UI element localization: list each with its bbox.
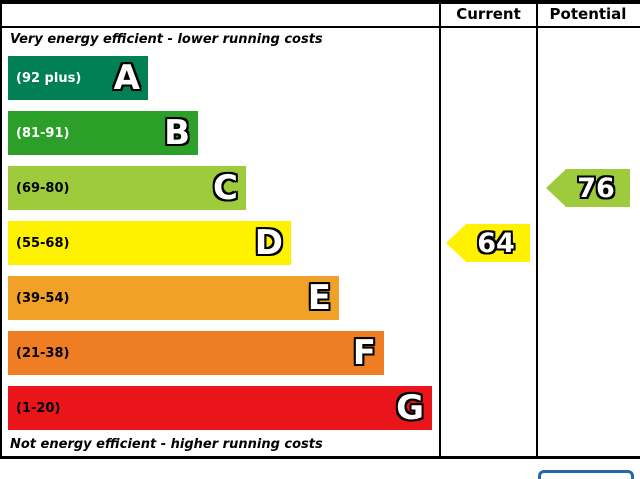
band-range: (81-91) xyxy=(16,125,70,141)
band-row-e: (39-54) E xyxy=(8,276,339,320)
band-letter: A xyxy=(113,58,140,98)
potential-value: 76 xyxy=(577,172,615,204)
left-border xyxy=(0,0,2,459)
band-range: (69-80) xyxy=(16,180,70,196)
band-range: (39-54) xyxy=(16,290,70,306)
band-row-c: (69-80) C xyxy=(8,166,246,210)
current-column-divider xyxy=(439,0,441,459)
band-letter: F xyxy=(352,333,376,373)
band-row-b: (81-91) B xyxy=(8,111,198,155)
bottom-efficiency-note: Not energy efficient - higher running co… xyxy=(10,437,323,452)
bottom-border xyxy=(0,456,640,459)
band-range: (1-20) xyxy=(16,400,61,416)
potential-column-header: Potential xyxy=(549,5,627,23)
potential-column-divider xyxy=(536,0,538,459)
current-column-header: Current xyxy=(456,5,521,23)
band-range: (55-68) xyxy=(16,235,70,251)
band-letter: G xyxy=(396,388,424,428)
top-border xyxy=(0,0,640,4)
header-divider-line xyxy=(0,26,640,28)
potential-value-arrow: 76 xyxy=(546,169,630,207)
band-letter: B xyxy=(164,113,190,153)
band-range: (92 plus) xyxy=(16,70,82,86)
band-range: (21-38) xyxy=(16,345,70,361)
partial-bottom-box xyxy=(538,470,634,479)
band-row-f: (21-38) F xyxy=(8,331,384,375)
rating-bands: (92 plus) A (81-91) B (69-80) C (55-68) … xyxy=(8,56,432,441)
current-value-arrow: 64 xyxy=(446,224,530,262)
band-letter: D xyxy=(254,223,283,263)
band-letter: C xyxy=(213,168,238,208)
top-efficiency-note: Very energy efficient - lower running co… xyxy=(10,32,323,47)
band-letter: E xyxy=(307,278,331,318)
band-row-a: (92 plus) A xyxy=(8,56,148,100)
band-row-d: (55-68) D xyxy=(8,221,291,265)
band-row-g: (1-20) G xyxy=(8,386,432,430)
current-value: 64 xyxy=(477,227,515,259)
